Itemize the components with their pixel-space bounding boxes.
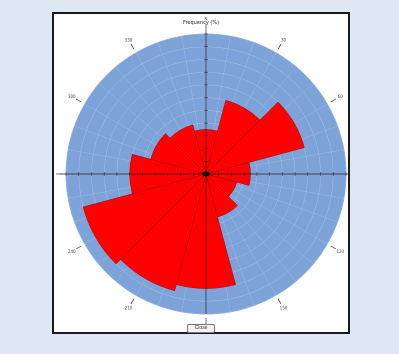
direction-tick: [130, 298, 135, 305]
direction-tick: [75, 245, 82, 250]
direction-label: 210: [125, 306, 133, 311]
direction-label: 150: [280, 306, 288, 311]
direction-tick: [277, 43, 282, 50]
rose-petal-330: [169, 124, 207, 175]
direction-label: 300: [68, 94, 76, 99]
chart-title: Frequency (%): [183, 20, 219, 26]
direction-tick: [330, 98, 337, 103]
rose-petal-60: [205, 101, 305, 175]
direction-tick: [75, 98, 82, 103]
direction-tick: [330, 245, 337, 250]
direction-label: N: [205, 17, 208, 22]
rose-petal-240: [82, 173, 207, 265]
chart-window: N3060E120150S210240W300330Frequency (%): [52, 12, 350, 334]
direction-label: 240: [68, 249, 76, 254]
direction-label: 330: [125, 37, 133, 42]
direction-tick: [277, 298, 282, 305]
direction-label: 30: [281, 37, 287, 42]
rose-diagram: N3060E120150S210240W300330Frequency (%): [56, 17, 348, 332]
radial-scale: [65, 33, 347, 176]
rose-petal-300: [150, 133, 207, 175]
direction-label: 120: [336, 249, 344, 254]
direction-label: 60: [338, 94, 344, 99]
center-hub: [202, 171, 210, 177]
close-button[interactable]: Close: [187, 324, 215, 333]
direction-tick: [130, 43, 135, 50]
